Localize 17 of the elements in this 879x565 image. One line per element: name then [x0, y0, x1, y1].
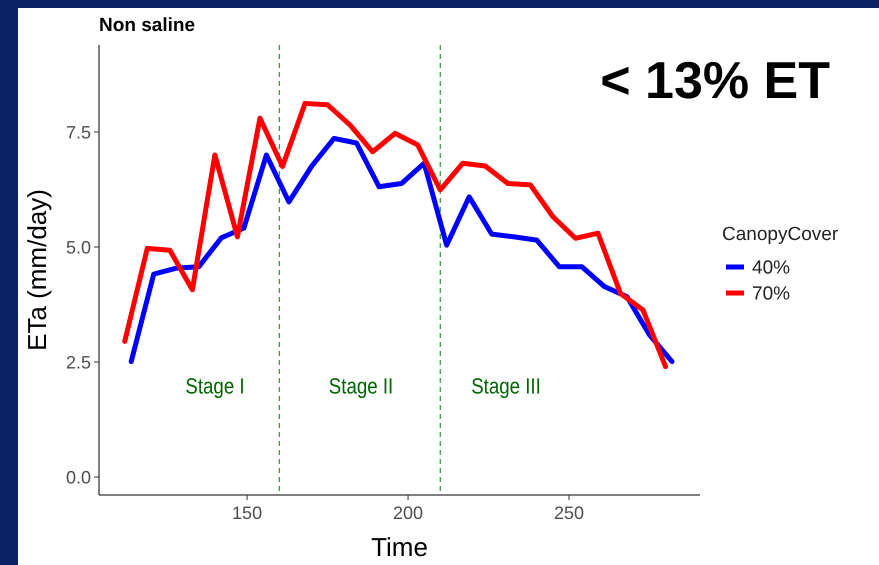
legend-title: CanopyCover: [722, 224, 839, 245]
legend-label: 70%: [752, 284, 790, 305]
y-tick-label: 7.5: [66, 122, 91, 142]
y-tick-label: 0.0: [66, 467, 91, 488]
x-tick-label: 150: [232, 503, 262, 523]
annotation: < 13% ET: [600, 52, 830, 110]
annotation: Stage I: [185, 375, 245, 400]
x-tick-label: 200: [393, 503, 424, 523]
y-tick-label: 5.0: [66, 237, 91, 258]
x-axis-title: Time: [371, 532, 428, 562]
annotation: Stage III: [471, 375, 541, 400]
y-tick-label: 2.5: [66, 352, 91, 372]
chart-title: Non saline: [99, 15, 196, 36]
legend-label: 40%: [752, 258, 790, 279]
annotation: Stage II: [328, 375, 394, 400]
y-axis-title: ETa (mm/day): [22, 189, 52, 351]
x-tick-label: 250: [554, 503, 584, 523]
